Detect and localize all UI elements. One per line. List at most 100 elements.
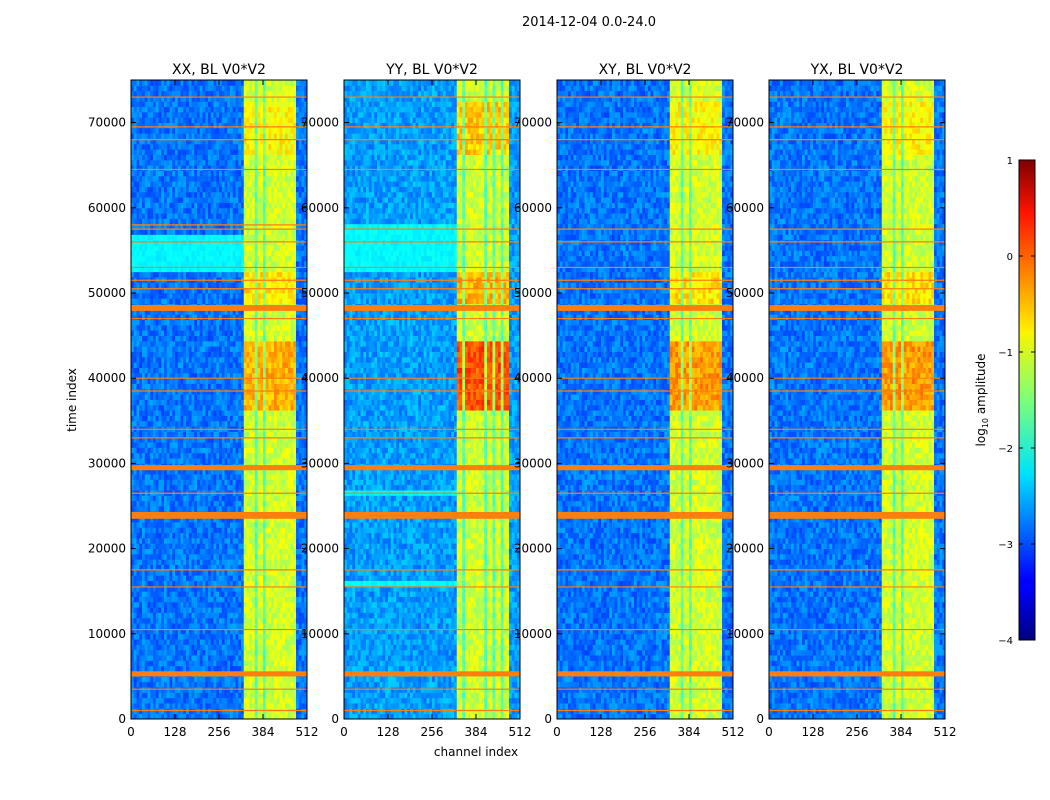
- heatmap-cell: [172, 607, 175, 613]
- heatmap-cell: [291, 618, 294, 624]
- heatmap-cell: [200, 687, 203, 693]
- heatmap-cell: [236, 639, 239, 645]
- heatmap-cell: [211, 634, 214, 640]
- heatmap-cell: [244, 698, 247, 704]
- heatmap-cell: [161, 666, 164, 672]
- heatmap-cell: [285, 650, 288, 656]
- heatmap-cell: [137, 698, 140, 704]
- heatmap-cell: [150, 660, 153, 666]
- heatmap-cell: [183, 591, 186, 597]
- heatmap-cell: [139, 650, 142, 656]
- heatmap-cell: [186, 703, 189, 709]
- heatmap-cell: [233, 655, 236, 661]
- heatmap-cell: [299, 682, 302, 688]
- heatmap-cell: [299, 692, 302, 698]
- heatmap-cell: [277, 676, 280, 682]
- heatmap-cell: [225, 676, 228, 682]
- heatmap-cell: [200, 634, 203, 640]
- heatmap-cell: [285, 692, 288, 698]
- heatmap-cell: [172, 660, 175, 666]
- heatmap-cell: [233, 613, 236, 619]
- heatmap-cell: [142, 634, 145, 640]
- heatmap-cell: [178, 639, 181, 645]
- heatmap-cell: [252, 650, 255, 656]
- heatmap-cell: [172, 591, 175, 597]
- heatmap-cell: [142, 703, 145, 709]
- heatmap-cell: [145, 602, 148, 608]
- heatmap-cell: [282, 703, 285, 709]
- heatmap-cell: [255, 618, 258, 624]
- heatmap-cell: [269, 660, 272, 666]
- heatmap-cell: [247, 644, 250, 650]
- heatmap-cell: [142, 692, 145, 698]
- heatmap-cell: [181, 698, 184, 704]
- heatmap-cell: [161, 623, 164, 629]
- heatmap-cell: [178, 660, 181, 666]
- heatmap-cell: [167, 597, 170, 603]
- heatmap-cell: [227, 644, 230, 650]
- heatmap-cell: [227, 639, 230, 645]
- heatmap-cell: [175, 687, 178, 693]
- heatmap-cell: [216, 660, 219, 666]
- heatmap-cell: [241, 682, 244, 688]
- heatmap-cell: [161, 602, 164, 608]
- heatmap-cell: [282, 607, 285, 613]
- heatmap-cell: [167, 591, 170, 597]
- heatmap-cell: [227, 660, 230, 666]
- heatmap-cell: [150, 597, 153, 603]
- heatmap-cell: [175, 708, 178, 714]
- heatmap-cell: [260, 634, 263, 640]
- heatmap-cell: [153, 644, 156, 650]
- heatmap-cell: [260, 660, 263, 666]
- heatmap-cell: [266, 618, 269, 624]
- heatmap-cell: [291, 676, 294, 682]
- heatmap-cell: [236, 703, 239, 709]
- heatmap-cell: [137, 687, 140, 693]
- heatmap-cell: [172, 634, 175, 640]
- heatmap-cell: [274, 591, 277, 597]
- heatmap-cell: [159, 644, 162, 650]
- heatmap-cell: [219, 687, 222, 693]
- heatmap-cell: [189, 607, 192, 613]
- heatmap-cell: [233, 591, 236, 597]
- heatmap-cell: [285, 655, 288, 661]
- heatmap-cell: [236, 597, 239, 603]
- heatmap-cell: [205, 703, 208, 709]
- heatmap-cell: [227, 666, 230, 672]
- heatmap-cell: [258, 703, 261, 709]
- heatmap-cell: [181, 660, 184, 666]
- heatmap-cell: [142, 660, 145, 666]
- heatmap-cell: [214, 666, 217, 672]
- heatmap-cell: [247, 634, 250, 640]
- heatmap-cell: [145, 607, 148, 613]
- heatmap-cell: [139, 655, 142, 661]
- heatmap-cell: [227, 618, 230, 624]
- heatmap-cell: [170, 703, 173, 709]
- heatmap-cell: [252, 660, 255, 666]
- heatmap-cell: [205, 602, 208, 608]
- heatmap-cell: [241, 692, 244, 698]
- heatmap-cell: [139, 708, 142, 714]
- heatmap-cell: [200, 703, 203, 709]
- heatmap-cell: [271, 687, 274, 693]
- heatmap-cell: [285, 623, 288, 629]
- heatmap-cell: [205, 676, 208, 682]
- heatmap-cell: [200, 591, 203, 597]
- heatmap-cell: [263, 644, 266, 650]
- heatmap-cell: [170, 623, 173, 629]
- heatmap-cell: [247, 602, 250, 608]
- heatmap-cell: [280, 708, 283, 714]
- heatmap-cell: [194, 591, 197, 597]
- heatmap-cell: [249, 655, 252, 661]
- heatmap-cell: [285, 698, 288, 704]
- heatmap-cell: [186, 666, 189, 672]
- heatmap-cell: [186, 660, 189, 666]
- heatmap-cell: [219, 618, 222, 624]
- heatmap-cell: [216, 639, 219, 645]
- heatmap-cell: [271, 655, 274, 661]
- heatmap-cell: [302, 591, 305, 597]
- heatmap-cell: [142, 602, 145, 608]
- heatmap-cell: [277, 698, 280, 704]
- heatmap-cell: [280, 655, 283, 661]
- heatmap-cell: [211, 591, 214, 597]
